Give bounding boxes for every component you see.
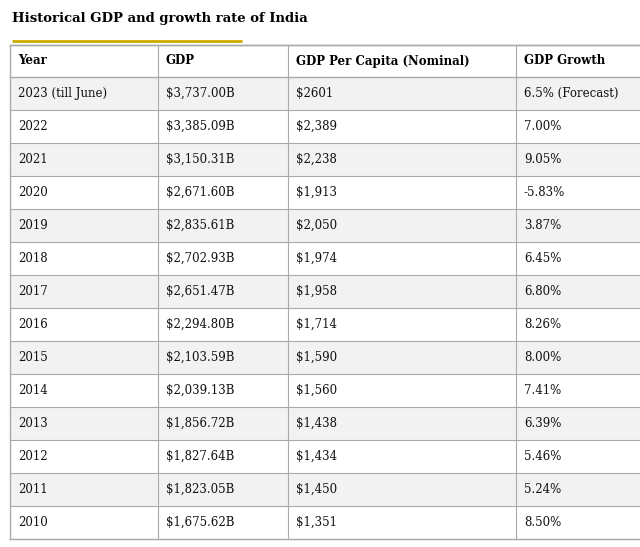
Bar <box>10 506 640 539</box>
Text: $1,913: $1,913 <box>296 186 337 199</box>
Bar <box>10 110 640 143</box>
Text: 8.26%: 8.26% <box>524 318 561 331</box>
Bar <box>10 341 640 374</box>
Text: 2020: 2020 <box>18 186 48 199</box>
Text: 8.00%: 8.00% <box>524 351 561 364</box>
Bar <box>10 275 640 308</box>
Text: $2,671.60B: $2,671.60B <box>166 186 234 199</box>
Text: 2012: 2012 <box>18 450 47 463</box>
Text: 2019: 2019 <box>18 219 48 232</box>
Text: $2,050: $2,050 <box>296 219 337 232</box>
Text: $2,651.47B: $2,651.47B <box>166 285 234 298</box>
Bar <box>10 242 640 275</box>
Text: GDP Per Capita (Nominal): GDP Per Capita (Nominal) <box>296 55 470 67</box>
Text: Historical GDP and growth rate of India: Historical GDP and growth rate of India <box>12 12 308 25</box>
Text: $2,835.61B: $2,835.61B <box>166 219 234 232</box>
Text: 7.00%: 7.00% <box>524 120 561 133</box>
Text: $1,434: $1,434 <box>296 450 337 463</box>
Text: 3.87%: 3.87% <box>524 219 561 232</box>
Text: $1,958: $1,958 <box>296 285 337 298</box>
Text: Year: Year <box>18 55 47 67</box>
Text: 6.39%: 6.39% <box>524 417 561 430</box>
Text: 7.41%: 7.41% <box>524 384 561 397</box>
Text: 5.24%: 5.24% <box>524 483 561 496</box>
Text: GDP Growth: GDP Growth <box>524 55 605 67</box>
Text: GDP: GDP <box>166 55 195 67</box>
Bar <box>10 308 640 341</box>
Text: $2,702.93B: $2,702.93B <box>166 252 234 265</box>
Text: 2013: 2013 <box>18 417 48 430</box>
Text: 6.80%: 6.80% <box>524 285 561 298</box>
Text: 2010: 2010 <box>18 516 48 529</box>
Text: -5.83%: -5.83% <box>524 186 565 199</box>
Bar <box>10 209 640 242</box>
Text: $2,238: $2,238 <box>296 153 337 166</box>
Text: $1,714: $1,714 <box>296 318 337 331</box>
Text: 8.50%: 8.50% <box>524 516 561 529</box>
Text: 5.46%: 5.46% <box>524 450 561 463</box>
Text: $1,590: $1,590 <box>296 351 337 364</box>
Bar <box>10 407 640 440</box>
Text: $2,039.13B: $2,039.13B <box>166 384 234 397</box>
Text: $3,150.31B: $3,150.31B <box>166 153 234 166</box>
Text: 6.45%: 6.45% <box>524 252 561 265</box>
Text: 2011: 2011 <box>18 483 47 496</box>
Text: 6.5% (Forecast): 6.5% (Forecast) <box>524 87 618 100</box>
Bar <box>10 77 640 110</box>
Bar <box>10 45 640 77</box>
Text: $2601: $2601 <box>296 87 333 100</box>
Text: 2014: 2014 <box>18 384 48 397</box>
Text: $1,823.05B: $1,823.05B <box>166 483 234 496</box>
Text: $1,856.72B: $1,856.72B <box>166 417 234 430</box>
Text: $1,450: $1,450 <box>296 483 337 496</box>
Text: 2018: 2018 <box>18 252 47 265</box>
Text: $1,351: $1,351 <box>296 516 337 529</box>
Text: 2017: 2017 <box>18 285 48 298</box>
Text: $2,294.80B: $2,294.80B <box>166 318 234 331</box>
Text: 2023 (till June): 2023 (till June) <box>18 87 107 100</box>
Text: 2021: 2021 <box>18 153 47 166</box>
Text: 2015: 2015 <box>18 351 48 364</box>
Text: $1,438: $1,438 <box>296 417 337 430</box>
Text: $1,560: $1,560 <box>296 384 337 397</box>
Text: 2016: 2016 <box>18 318 48 331</box>
Text: $2,103.59B: $2,103.59B <box>166 351 234 364</box>
Bar <box>10 473 640 506</box>
Text: $3,385.09B: $3,385.09B <box>166 120 235 133</box>
Bar <box>10 143 640 176</box>
Text: 9.05%: 9.05% <box>524 153 561 166</box>
Bar <box>10 374 640 407</box>
Text: $1,974: $1,974 <box>296 252 337 265</box>
Text: $3,737.00B: $3,737.00B <box>166 87 235 100</box>
Bar <box>10 440 640 473</box>
Text: $1,675.62B: $1,675.62B <box>166 516 234 529</box>
Text: $1,827.64B: $1,827.64B <box>166 450 234 463</box>
Bar <box>10 176 640 209</box>
Text: $2,389: $2,389 <box>296 120 337 133</box>
Text: 2022: 2022 <box>18 120 47 133</box>
